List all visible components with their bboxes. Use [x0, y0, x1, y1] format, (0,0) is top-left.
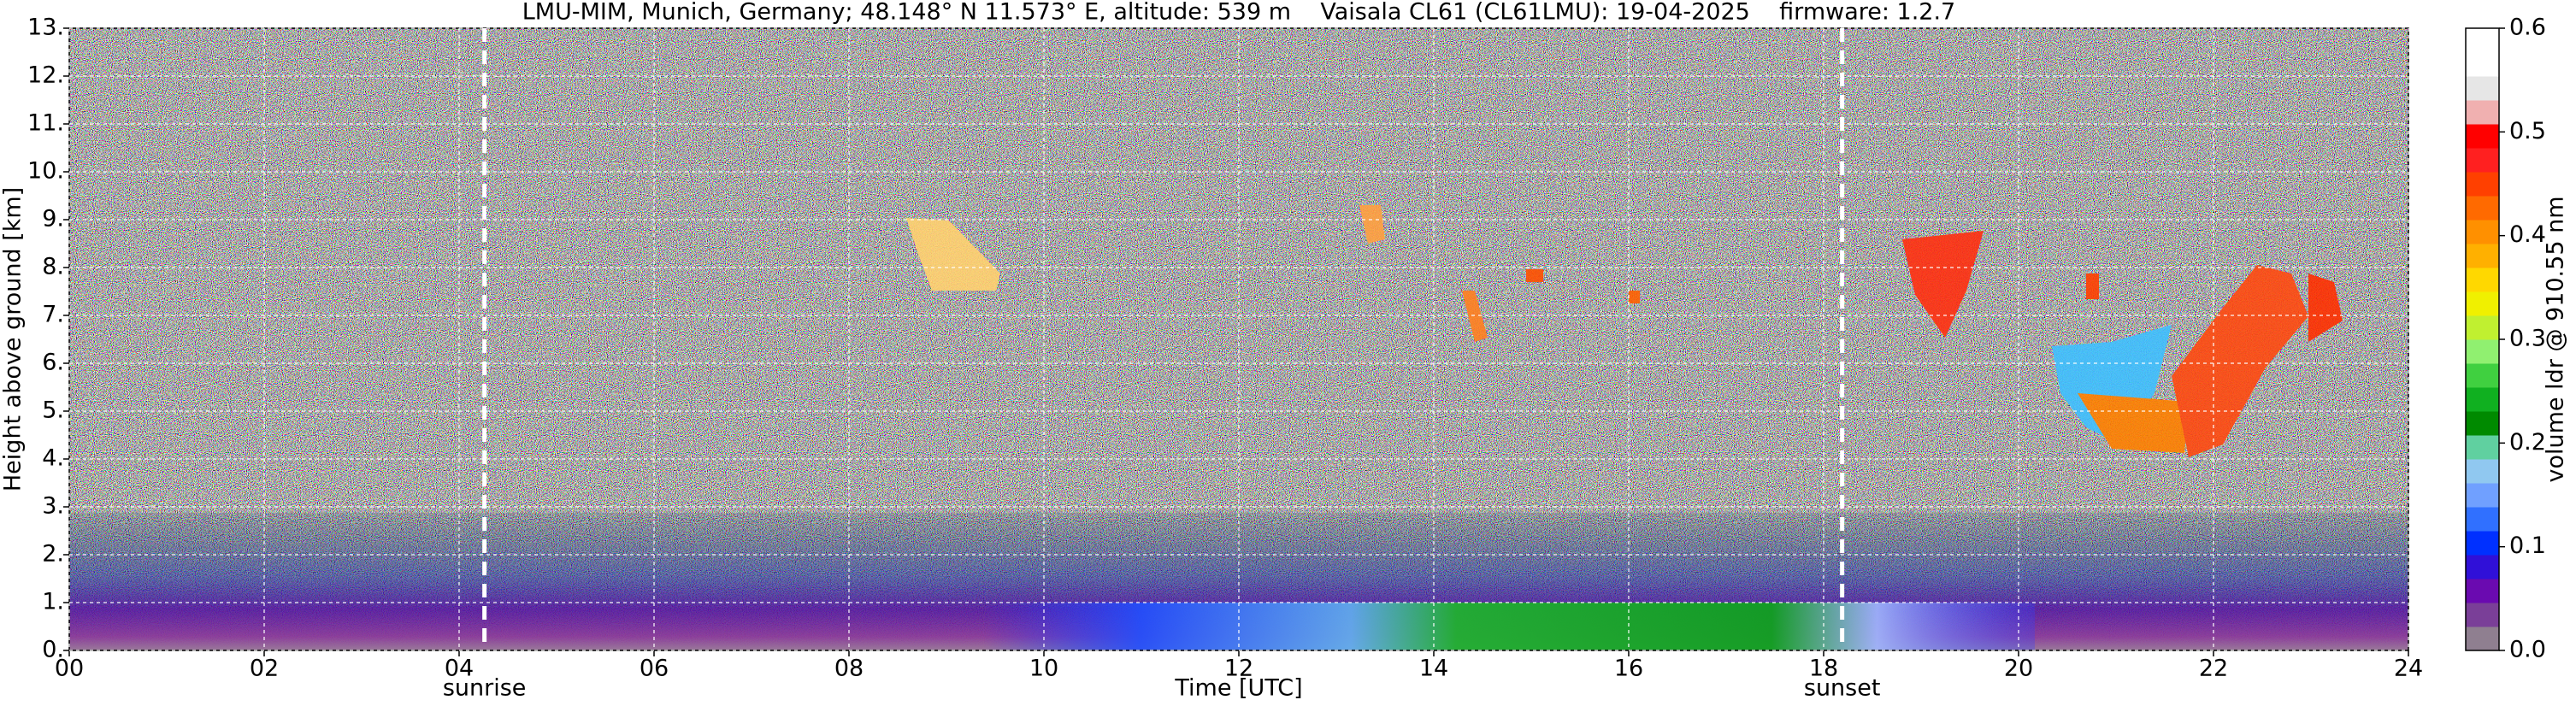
x-tick-label: 24 [2394, 656, 2423, 682]
colorbar-segment [2466, 124, 2499, 149]
colorbar-segment [2466, 28, 2499, 53]
day-layer [983, 603, 2035, 650]
x-tick-label: 22 [2199, 656, 2228, 682]
chart-title: LMU-MIM, Munich, Germany; 48.148° N 11.5… [522, 0, 1956, 26]
colorbar-segment [2466, 363, 2499, 388]
cloud [906, 205, 2343, 457]
colorbar-tick-label: 0.0 [2509, 637, 2546, 663]
colorbar-segment [2466, 483, 2499, 508]
annotation-label: sunset [1804, 675, 1881, 702]
colorbar-segment [2466, 627, 2499, 651]
y-tick-label: 10. [27, 158, 64, 185]
x-tick-label: 02 [250, 656, 279, 682]
colorbar-segment [2466, 603, 2499, 627]
y-tick-label: 4. [42, 445, 64, 472]
colorbar-segment [2466, 172, 2499, 197]
colorbar-segment [2466, 411, 2499, 436]
x-tick-label: 16 [1614, 656, 1643, 682]
colorbar-segment [2466, 268, 2499, 292]
annotation-label: sunrise [443, 675, 527, 702]
x-tick-label: 12 [1224, 656, 1253, 682]
colorbar-tick-label: 0.6 [2509, 15, 2546, 41]
colorbar-segment [2466, 291, 2499, 316]
y-tick-label: 13. [27, 15, 64, 41]
y-tick-label: 12. [27, 62, 64, 89]
colorbar-segment [2466, 315, 2499, 340]
y-tick-label: 5. [42, 397, 64, 424]
x-tick-label: 08 [834, 656, 864, 682]
colorbar-segment [2466, 148, 2499, 173]
colorbar-segment [2466, 52, 2499, 77]
x-tick-label: 18 [1809, 656, 1838, 682]
colorbar-segment [2466, 100, 2499, 125]
colorbar-segment [2466, 459, 2499, 484]
x-tick-label: 06 [640, 656, 669, 682]
y-tick-label: 2. [42, 541, 64, 568]
colorbar-tick-label: 0.2 [2509, 429, 2546, 456]
y-axis-label: Height above ground [km] [0, 187, 27, 491]
y-tick-label: 9. [42, 206, 64, 232]
y-tick-label: 6. [42, 350, 64, 376]
colorbar-segment [2466, 555, 2499, 580]
colorbar-tick-label: 0.4 [2509, 221, 2546, 248]
colorbar-segment [2466, 387, 2499, 412]
x-axis-label: Time [UTC] [1174, 675, 1302, 702]
colorbar-segment [2466, 76, 2499, 101]
y-tick-label: 1. [42, 589, 64, 615]
colorbar-segment [2466, 579, 2499, 603]
y-tick-label: 3. [42, 493, 64, 520]
colorbar-segment [2466, 339, 2499, 364]
y-tick-label: 0. [42, 637, 64, 663]
y-tick-label: 8. [42, 254, 64, 280]
colorbar-segment [2466, 220, 2499, 244]
colorbar-tick-label: 0.1 [2509, 532, 2546, 559]
colorbar-segment [2466, 196, 2499, 221]
colorbar-label: volume ldr @ 910.55 nm [2543, 197, 2569, 483]
x-tick-label: 04 [445, 656, 474, 682]
y-tick-label: 11. [27, 110, 64, 137]
x-tick-label: 10 [1029, 656, 1058, 682]
colorbar-tick-label: 0.5 [2509, 118, 2546, 144]
x-tick-label: 14 [1419, 656, 1448, 682]
colorbar-segment [2466, 244, 2499, 268]
x-tick-label: 20 [2004, 656, 2033, 682]
colorbar-segment [2466, 531, 2499, 556]
colorbar-segment [2466, 507, 2499, 532]
y-tick-label: 7. [42, 302, 64, 328]
x-tick-label: 00 [55, 656, 84, 682]
colorbar-segment [2466, 435, 2499, 460]
colorbar-tick-label: 0.3 [2509, 326, 2546, 352]
